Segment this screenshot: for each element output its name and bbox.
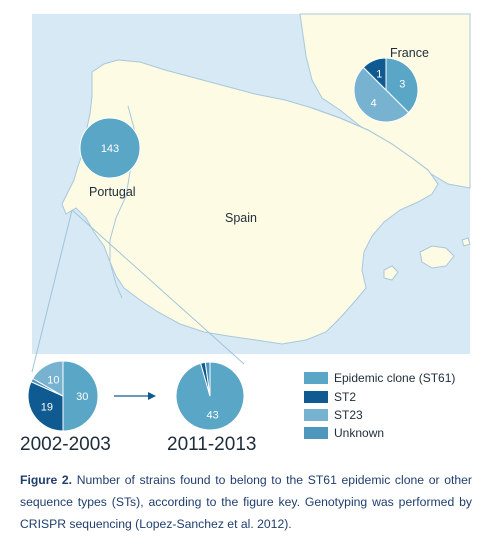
pie-slice-france-st23 — [353, 66, 410, 123]
pie-value-label-y2002-st23: 10 — [47, 374, 59, 386]
legend-label-epidemic: Epidemic clone (ST61) — [334, 371, 455, 385]
arrow-head — [148, 392, 156, 400]
pie-chart-portugal: 143 — [79, 117, 141, 179]
pie-value-label-france-epidemic-clone-st61: 3 — [399, 78, 405, 90]
pie-slice-france-epidemic-clone-st61 — [385, 57, 419, 114]
pie-slice-y2002-st23 — [32, 360, 64, 397]
legend-swatch-epidemic — [304, 372, 328, 384]
legend-swatch-st2 — [304, 391, 328, 403]
legend-label-st23: ST23 — [334, 408, 363, 422]
pie-value-label-france-st23: 4 — [370, 97, 376, 109]
legend-swatch-st23 — [304, 409, 328, 421]
pie-value-label-y2002-st2: 19 — [41, 401, 53, 413]
iberia-land — [61, 59, 439, 345]
caption-prefix: Figure 2. — [20, 473, 73, 487]
region-label-france: France — [390, 46, 429, 60]
pie-value-label-y2002-epidemic-clone-st61: 30 — [76, 391, 88, 403]
legend-label-st2: ST2 — [334, 390, 356, 404]
pie-slice-y2011-epidemic-clone-st61 — [175, 361, 245, 431]
region-label-spain: Spain — [225, 211, 257, 225]
pie-chart-2002-2003: 30 19 10 — [27, 360, 99, 432]
pie-chart-2011-2013: 43 — [175, 361, 245, 431]
pie-slice-portugal-epidemic-clone-st61 — [79, 117, 141, 179]
legend-swatch-unknown — [304, 427, 328, 439]
pie-slice-y2011-unknown — [204, 361, 211, 397]
figure-caption: Figure 2. Number of strains found to bel… — [20, 469, 472, 535]
legend: Epidemic clone (ST61) ST2 ST23 Unknown — [304, 371, 455, 440]
pie-value-label-portugal-epidemic-clone-st61: 143 — [101, 143, 119, 155]
pie-slice-y2002-epidemic-clone-st61 — [62, 360, 99, 432]
period-label-2011-2013: 2011-2013 — [167, 434, 256, 455]
caption-text: Number of strains found to belong to the… — [20, 473, 472, 531]
pie-slice-france-st2 — [362, 57, 387, 92]
ibiza-island — [383, 265, 399, 281]
legend-label-unknown: Unknown — [334, 426, 384, 440]
spain-france-border — [311, 107, 439, 185]
region-label-portugal: Portugal — [89, 185, 136, 199]
menorca-island — [461, 237, 471, 247]
leader-line-2011 — [71, 209, 245, 365]
pie-chart-france: 3 4 1 — [353, 57, 419, 123]
pie-slice-y2002-st2 — [27, 381, 64, 432]
pie-value-label-y2011-epidemic-clone-st61: 43 — [206, 410, 218, 422]
period-label-2002-2003: 2002-2003 — [20, 434, 111, 455]
mallorca-island — [419, 245, 455, 269]
leader-line-2002 — [31, 209, 73, 373]
pie-value-label-france-st2: 1 — [376, 69, 382, 81]
